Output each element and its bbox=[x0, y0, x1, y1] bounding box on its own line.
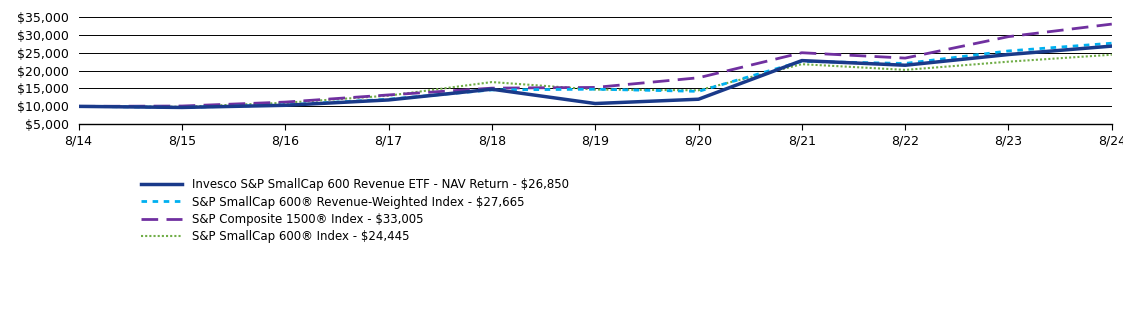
Legend: Invesco S&P SmallCap 600 Revenue ETF - NAV Return - $26,850, S&P SmallCap 600® R: Invesco S&P SmallCap 600 Revenue ETF - N… bbox=[136, 174, 574, 248]
